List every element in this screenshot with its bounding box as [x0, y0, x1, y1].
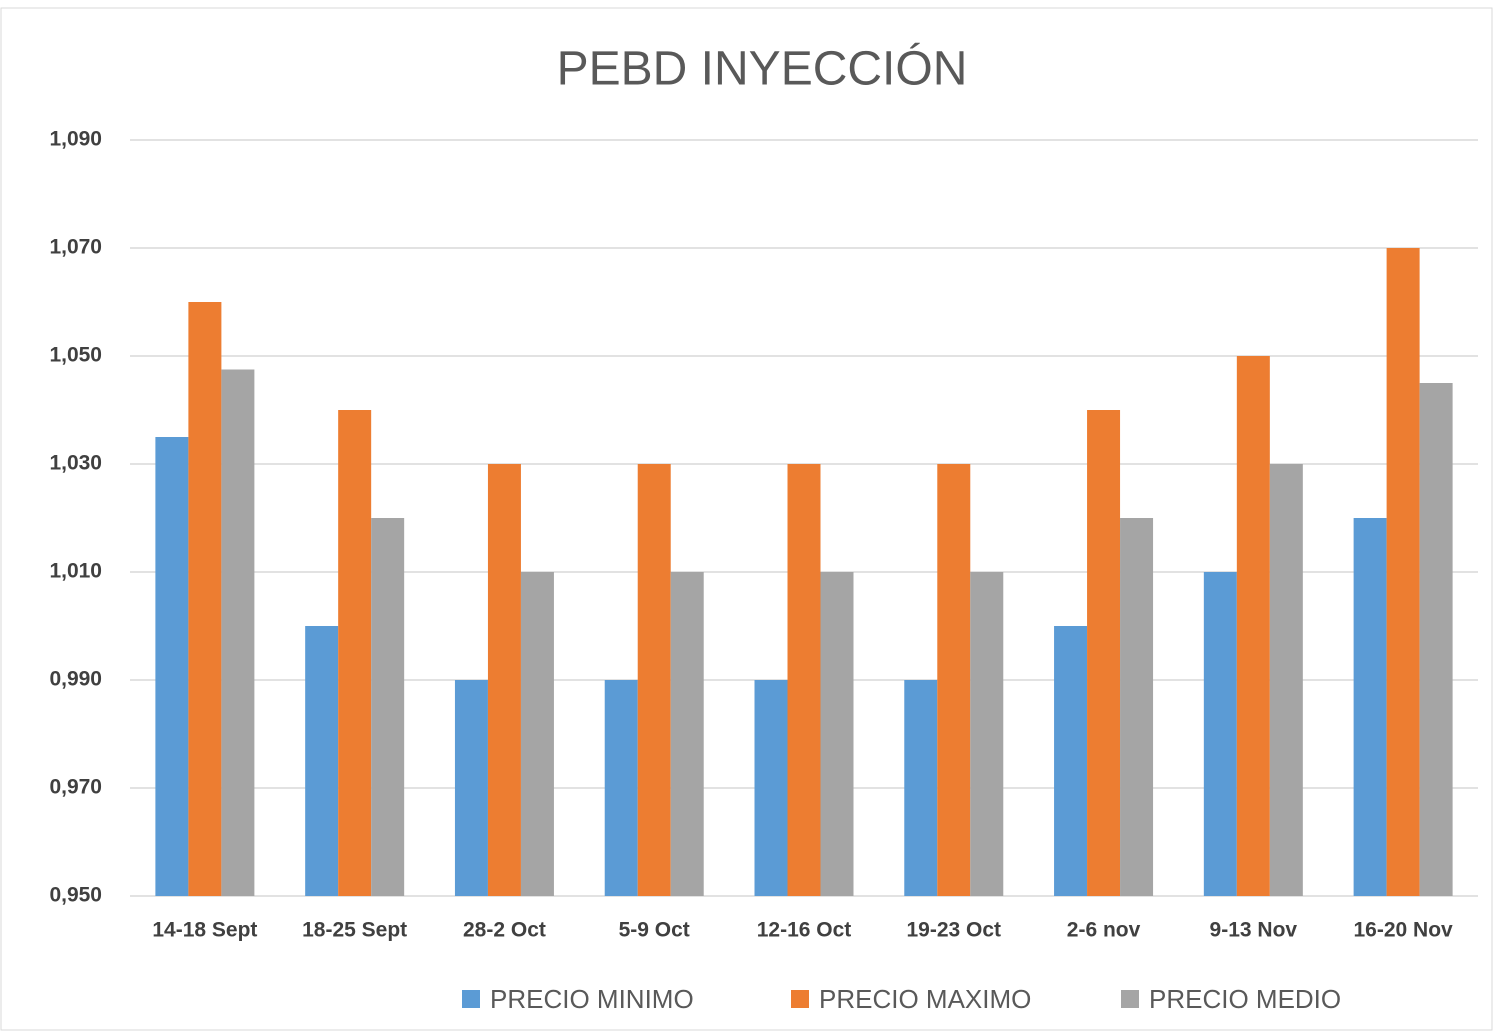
bar — [1087, 410, 1121, 896]
y-tick-label: 1,050 — [49, 344, 102, 367]
y-tick-label: 0,950 — [49, 884, 102, 907]
bar — [670, 572, 704, 896]
bar — [1054, 626, 1088, 896]
legend-label: PRECIO MEDIO — [1149, 984, 1341, 1014]
legend-swatch — [1121, 990, 1139, 1008]
bar — [520, 572, 554, 896]
bar — [637, 464, 671, 896]
x-tick-label: 14-18 Sept — [152, 919, 257, 942]
legend-swatch — [791, 990, 809, 1008]
bar — [820, 572, 854, 896]
x-tick-label: 18-25 Sept — [302, 919, 407, 942]
bar — [487, 464, 521, 896]
y-tick-label: 1,070 — [49, 236, 102, 259]
bar — [155, 437, 189, 896]
bar — [188, 302, 222, 896]
bar — [1419, 383, 1453, 896]
bar — [604, 680, 638, 896]
bar — [454, 680, 488, 896]
bar — [1236, 356, 1270, 896]
x-tick-label: 16-20 Nov — [1354, 919, 1454, 942]
bar — [937, 464, 971, 896]
y-tick-label: 0,990 — [49, 668, 102, 691]
bar — [970, 572, 1004, 896]
legend-label: PRECIO MAXIMO — [819, 984, 1031, 1014]
bar — [371, 518, 405, 896]
bar — [1269, 464, 1303, 896]
x-tick-label: 28-2 Oct — [463, 919, 546, 942]
bar — [754, 680, 788, 896]
y-tick-label: 0,970 — [49, 776, 102, 799]
bar — [787, 464, 821, 896]
x-tick-label: 5-9 Oct — [619, 919, 690, 942]
legend-label: PRECIO MINIMO — [490, 984, 694, 1014]
bar — [1386, 248, 1420, 896]
x-tick-label: 2-6 nov — [1067, 919, 1141, 942]
x-tick-label: 12-16 Oct — [757, 919, 852, 942]
y-tick-label: 1,090 — [49, 128, 102, 151]
chart-title: PEBD INYECCIÓN — [557, 42, 968, 96]
bar — [221, 369, 255, 896]
x-tick-label: 19-23 Oct — [906, 919, 1001, 942]
bar — [338, 410, 372, 896]
bar — [305, 626, 339, 896]
bar — [1353, 518, 1387, 896]
y-tick-label: 1,010 — [49, 560, 102, 583]
bar — [904, 680, 938, 896]
legend-swatch — [462, 990, 480, 1008]
bar — [1203, 572, 1237, 896]
x-tick-label: 9-13 Nov — [1210, 919, 1298, 942]
bar — [1120, 518, 1154, 896]
y-tick-label: 1,030 — [49, 452, 102, 475]
